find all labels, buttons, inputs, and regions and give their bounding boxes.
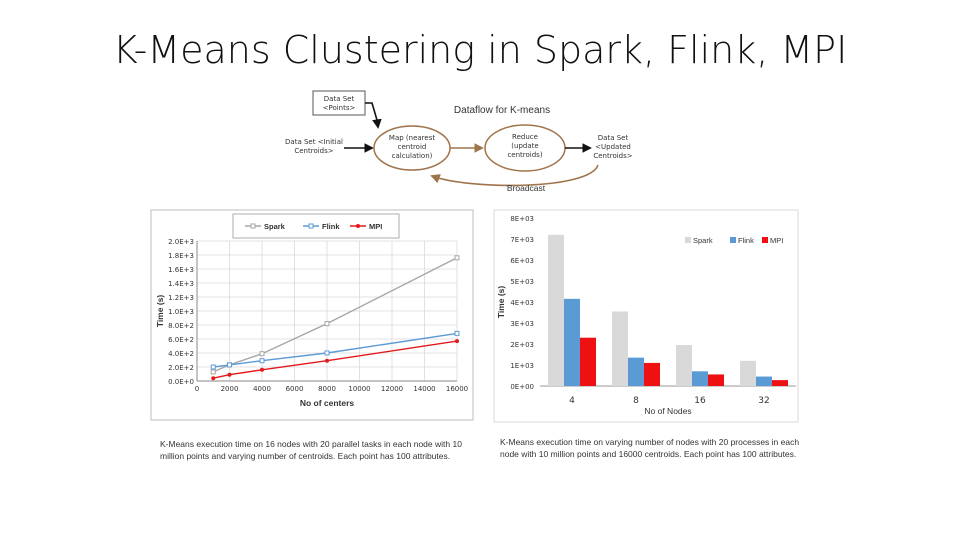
bar-mpi-4 xyxy=(580,337,596,386)
bar-x-tick-label: 16 xyxy=(694,396,706,406)
bar-legend-swatch-mpi xyxy=(762,237,768,243)
legend-marker-flink xyxy=(308,223,314,229)
bar-x-axis-title: No of Nodes xyxy=(644,406,691,416)
legend-label-flink: Flink xyxy=(322,222,340,231)
data-point-flink xyxy=(454,330,460,336)
bar-y-tick-label: 2E+03 xyxy=(510,341,534,349)
bar-x-tick-label: 4 xyxy=(569,396,575,406)
line-chart-frame xyxy=(150,209,474,421)
bar-y-tick-label: 0E+00 xyxy=(510,383,534,391)
legend-marker-mpi xyxy=(356,224,360,228)
data-point-mpi xyxy=(211,376,216,381)
bar-flink-16 xyxy=(692,371,708,386)
bar-legend-label-mpi: MPI xyxy=(770,236,783,245)
line-x-tick-label: 6000 xyxy=(286,385,304,393)
bar-y-axis-title: Time (s) xyxy=(496,286,506,319)
left-caption: K-Means execution time on 16 nodes with … xyxy=(160,439,462,461)
bar-y-tick-label: 3E+03 xyxy=(510,320,534,328)
line-y-tick-label: 0.0E+0 xyxy=(168,378,194,386)
data-point-flink xyxy=(259,358,265,364)
data-point-mpi xyxy=(227,372,232,377)
legend-marker-spark xyxy=(250,223,256,229)
bar-spark-8 xyxy=(612,311,628,386)
data-point-spark xyxy=(259,351,265,357)
line-y-tick-label: 2.0E+3 xyxy=(168,238,194,246)
bar-flink-32 xyxy=(756,376,772,386)
bar-mpi-16 xyxy=(708,374,724,386)
bar-y-tick-label: 5E+03 xyxy=(510,278,534,286)
bar-flink-4 xyxy=(564,298,580,386)
line-y-tick-label: 6.0E+2 xyxy=(168,336,194,344)
line-y-tick-label: 1.8E+3 xyxy=(168,252,194,260)
line-x-tick-label: 12000 xyxy=(381,385,403,393)
data-point-mpi xyxy=(260,367,264,372)
bar-mpi-8 xyxy=(644,362,660,386)
bar-legend-label-flink: Flink xyxy=(738,236,754,245)
legend-label-spark: Spark xyxy=(264,222,286,231)
bar-spark-32 xyxy=(740,360,756,386)
data-point-flink xyxy=(324,350,330,356)
line-x-tick-label: 10000 xyxy=(348,385,370,393)
bar-y-tick-label: 6E+03 xyxy=(510,257,534,265)
line-x-tick-label: 14000 xyxy=(413,385,435,393)
line-x-tick-label: 16000 xyxy=(446,385,468,393)
line-y-tick-label: 1.0E+3 xyxy=(168,308,194,316)
data-point-spark xyxy=(454,255,460,261)
right-caption: K-Means execution time on varying number… xyxy=(500,437,800,459)
bar-spark-16 xyxy=(676,345,692,386)
line-x-tick-label: 2000 xyxy=(221,385,239,393)
bar-spark-4 xyxy=(548,234,564,386)
data-point-spark xyxy=(210,369,216,375)
line-y-tick-label: 1.4E+3 xyxy=(168,280,194,288)
bar-legend-swatch-flink xyxy=(730,237,736,243)
bar-flink-8 xyxy=(628,357,644,386)
bar-mpi-32 xyxy=(772,380,788,386)
bar-chart-frame xyxy=(493,209,799,423)
bar-x-tick-label: 32 xyxy=(758,396,769,406)
line-x-tick-label: 8000 xyxy=(318,385,336,393)
bar-legend-swatch-spark xyxy=(685,237,691,243)
line-x-tick-label: 4000 xyxy=(253,385,271,393)
data-point-mpi xyxy=(325,358,329,363)
slide-title: K-Means Clustering in Spark, Flink, MPI xyxy=(112,28,848,72)
data-point-flink xyxy=(227,362,232,368)
legend-label-mpi: MPI xyxy=(369,222,382,231)
line-y-tick-label: 4.0E+2 xyxy=(168,350,194,358)
line-x-axis-title: No of centers xyxy=(300,398,355,408)
line-y-tick-label: 8.0E+2 xyxy=(168,322,194,330)
data-point-flink xyxy=(210,364,216,370)
bar-legend-label-spark: Spark xyxy=(693,236,713,245)
data-point-spark xyxy=(324,321,330,327)
line-y-tick-label: 1.2E+3 xyxy=(168,294,194,302)
bar-y-tick-label: 1E+03 xyxy=(510,362,534,370)
line-y-tick-label: 2.0E+2 xyxy=(168,364,194,372)
line-y-tick-label: 1.6E+3 xyxy=(168,266,194,274)
bar-y-tick-label: 7E+03 xyxy=(510,236,534,244)
data-point-mpi xyxy=(455,339,459,344)
bar-y-tick-label: 4E+03 xyxy=(510,299,534,307)
bar-y-tick-label: 8E+03 xyxy=(510,215,534,223)
bar-x-tick-label: 8 xyxy=(633,396,639,406)
line-x-tick-label: 0 xyxy=(195,385,199,393)
line-y-axis-title: Time (s) xyxy=(155,295,165,328)
